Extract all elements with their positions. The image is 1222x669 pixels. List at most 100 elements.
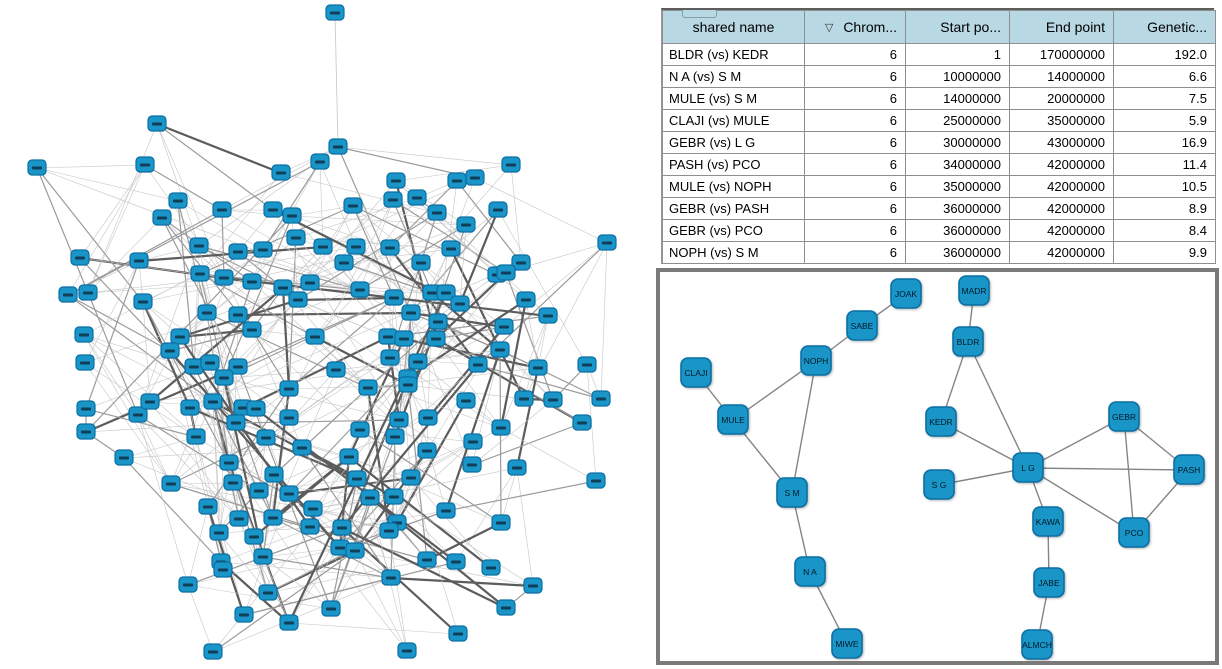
table-row[interactable]: GEBR (vs) PASH 6 36000000 42000000 8.9 xyxy=(662,197,1216,220)
table-row[interactable]: GEBR (vs) L G 6 30000000 43000000 16.9 xyxy=(662,131,1216,154)
left-network-node[interactable] xyxy=(253,548,273,565)
left-network-node[interactable] xyxy=(481,559,501,576)
node-kedr[interactable]: KEDR xyxy=(925,406,957,437)
left-network-node[interactable] xyxy=(279,614,299,631)
left-network-node[interactable] xyxy=(381,569,401,586)
node-shape[interactable] xyxy=(1032,506,1064,537)
table-cell-genetic[interactable]: 192.0 xyxy=(1113,43,1216,66)
table-cell-shared_name[interactable]: BLDR (vs) KEDR xyxy=(662,43,805,66)
node-claji[interactable]: CLAJI xyxy=(680,357,712,388)
left-network-node[interactable] xyxy=(189,237,209,254)
left-network-node[interactable] xyxy=(313,238,333,255)
table-cell-chromosome[interactable]: 6 xyxy=(804,65,906,88)
left-network-node[interactable] xyxy=(310,153,330,170)
left-network-node[interactable] xyxy=(511,254,531,271)
left-network-node[interactable] xyxy=(246,400,266,417)
table-row[interactable]: PASH (vs) PCO 6 34000000 42000000 11.4 xyxy=(662,153,1216,176)
left-network-node[interactable] xyxy=(152,209,172,226)
node-shape[interactable] xyxy=(794,556,826,587)
left-network-node[interactable] xyxy=(200,354,220,371)
left-network-node[interactable] xyxy=(76,400,96,417)
table-cell-start_position[interactable]: 36000000 xyxy=(905,219,1010,242)
table-row[interactable]: MULE (vs) S M 6 14000000 20000000 7.5 xyxy=(662,87,1216,110)
left-network-node[interactable] xyxy=(228,306,248,323)
table-cell-end_point[interactable]: 42000000 xyxy=(1009,197,1114,220)
left-network-node[interactable] xyxy=(407,189,427,206)
table-cell-start_position[interactable]: 35000000 xyxy=(905,175,1010,198)
left-network-node[interactable] xyxy=(168,192,188,209)
node-shape[interactable] xyxy=(1118,517,1150,548)
left-network-node[interactable] xyxy=(321,600,341,617)
left-network-node[interactable] xyxy=(358,379,378,396)
left-network-node[interactable] xyxy=(465,169,485,186)
left-network-node[interactable] xyxy=(450,295,470,312)
left-network-node[interactable] xyxy=(326,361,346,378)
node-almch[interactable]: ALMCH xyxy=(1021,629,1053,660)
left-network-node[interactable] xyxy=(198,498,218,515)
left-network-node[interactable] xyxy=(214,369,234,386)
left-network-node[interactable] xyxy=(279,380,299,397)
left-network-node[interactable] xyxy=(496,264,516,281)
left-network-node[interactable] xyxy=(249,482,269,499)
left-network-node[interactable] xyxy=(244,528,264,545)
table-row[interactable]: BLDR (vs) KEDR 6 1 170000000 192.0 xyxy=(662,43,1216,66)
left-network-node[interactable] xyxy=(345,542,365,559)
left-network-node[interactable] xyxy=(446,553,466,570)
left-network-node[interactable] xyxy=(178,576,198,593)
table-cell-end_point[interactable]: 42000000 xyxy=(1009,175,1114,198)
left-network-node[interactable] xyxy=(213,561,233,578)
node-s-g[interactable]: S G xyxy=(923,469,955,500)
left-network-node[interactable] xyxy=(397,642,417,659)
table-row[interactable]: CLAJI (vs) MULE 6 25000000 35000000 5.9 xyxy=(662,109,1216,132)
table-cell-chromosome[interactable]: 6 xyxy=(804,87,906,110)
column-header-genetic[interactable]: Genetic... xyxy=(1113,10,1216,44)
left-network-node[interactable] xyxy=(346,238,366,255)
left-network-node[interactable] xyxy=(343,197,363,214)
table-cell-end_point[interactable]: 170000000 xyxy=(1009,43,1114,66)
node-noph[interactable]: NOPH xyxy=(800,345,832,376)
node-shape[interactable] xyxy=(831,628,863,659)
table-cell-chromosome[interactable]: 6 xyxy=(804,219,906,242)
left-network-node[interactable] xyxy=(140,393,160,410)
left-network-node[interactable] xyxy=(360,489,380,506)
left-network-node[interactable] xyxy=(418,409,438,426)
main-network-canvas[interactable] xyxy=(0,0,652,669)
table-cell-shared_name[interactable]: GEBR (vs) PCO xyxy=(662,219,805,242)
node-miwe[interactable]: MIWE xyxy=(831,628,863,659)
node-shape[interactable] xyxy=(776,477,808,508)
node-sabe[interactable]: SABE xyxy=(846,310,878,341)
left-network-node[interactable] xyxy=(286,229,306,246)
left-network-node[interactable] xyxy=(273,279,293,296)
left-network-node[interactable] xyxy=(456,392,476,409)
left-network-node[interactable] xyxy=(282,207,302,224)
column-header-start-position[interactable]: Start po... xyxy=(905,10,1010,44)
table-cell-shared_name[interactable]: PASH (vs) PCO xyxy=(662,153,805,176)
left-network-node[interactable] xyxy=(184,358,204,375)
left-network-node[interactable] xyxy=(339,448,359,465)
left-network-node[interactable] xyxy=(398,376,418,393)
table-cell-start_position[interactable]: 1 xyxy=(905,43,1010,66)
left-network-node[interactable] xyxy=(394,330,414,347)
left-network-node[interactable] xyxy=(263,201,283,218)
left-network-node[interactable] xyxy=(528,359,548,376)
left-network-node[interactable] xyxy=(209,524,229,541)
node-gebr[interactable]: GEBR xyxy=(1108,401,1140,432)
left-network-node[interactable] xyxy=(426,330,446,347)
left-network-node[interactable] xyxy=(389,411,409,428)
left-network-node[interactable] xyxy=(350,281,370,298)
table-cell-end_point[interactable]: 42000000 xyxy=(1009,219,1114,242)
left-network-node[interactable] xyxy=(494,318,514,335)
left-network-node[interactable] xyxy=(228,358,248,375)
left-network-node[interactable] xyxy=(300,518,320,535)
left-network-node[interactable] xyxy=(347,470,367,487)
table-cell-shared_name[interactable]: N A (vs) S M xyxy=(662,65,805,88)
left-network-node[interactable] xyxy=(133,293,153,310)
filter-funnel-icon[interactable]: ▽ xyxy=(824,22,834,34)
table-cell-start_position[interactable]: 30000000 xyxy=(905,131,1010,154)
node-shape[interactable] xyxy=(800,345,832,376)
left-network-node[interactable] xyxy=(288,291,308,308)
table-cell-chromosome[interactable]: 6 xyxy=(804,197,906,220)
node-pco[interactable]: PCO xyxy=(1118,517,1150,548)
table-cell-start_position[interactable]: 36000000 xyxy=(905,241,1010,264)
left-network-node[interactable] xyxy=(380,349,400,366)
